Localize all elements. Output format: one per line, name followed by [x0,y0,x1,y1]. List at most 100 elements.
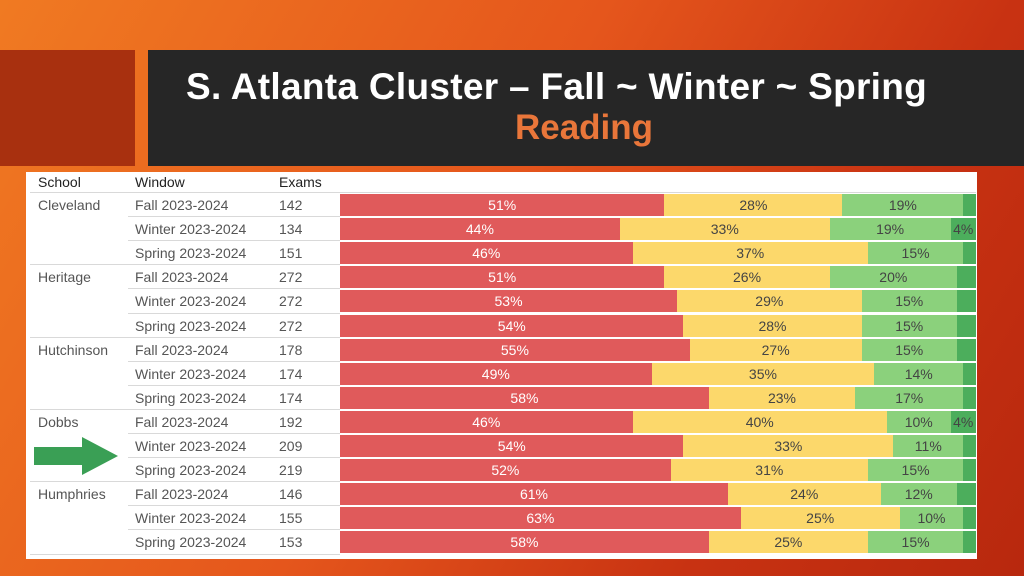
row-divider [30,336,340,338]
bar-data-label: 23% [767,389,797,406]
row-divider [128,360,340,362]
school-label: Humphries [38,486,106,503]
results-table: School Window Exams Cleveland Fall 2023-2… [26,172,977,559]
window-cell: Spring 2023-2024 [135,245,247,262]
window-cell: Winter 2023-2024 [135,510,247,527]
bar-segment-level-4: 4% [950,218,976,241]
bar-data-label: 28% [758,317,787,334]
bar-data-label: 19% [876,221,905,238]
arrow-right-icon [34,437,118,475]
bar-segment-level-1: 51% [340,194,665,217]
bar-data-label: 25% [806,510,835,527]
bar-segment-level-1: 51% [340,266,665,289]
bar-data-label: 37% [736,245,765,262]
bar-segment-level-2: 28% [683,314,862,337]
bar-data-label: 44% [465,221,494,238]
header-window: Window [135,174,185,190]
row-divider [30,481,340,483]
bar-segment-level-1: 52% [340,459,671,482]
exams-cell: 174 [279,365,303,382]
window-cell: Winter 2023-2024 [135,293,247,310]
bar-data-label: 29% [755,293,784,310]
exams-cell: 151 [279,245,303,262]
bar-segment-level-2: 37% [632,242,868,265]
header-school: School [38,174,81,190]
window-cell: Fall 2023-2024 [135,341,229,358]
exams-cell: 174 [279,389,303,406]
exams-cell: 146 [279,486,303,503]
bar-segment-level-4 [963,531,976,554]
window-cell: Spring 2023-2024 [135,317,247,334]
bar-segment-level-1: 55% [340,338,690,361]
row-divider [128,288,340,290]
bar-data-label: 10% [904,413,933,430]
row-divider [128,457,340,459]
row-divider [128,529,340,531]
bar-data-label: 28% [739,197,768,214]
bar-segment-level-4: 4% [950,410,976,433]
bar-segment-level-3: 15% [861,290,957,313]
window-cell: Fall 2023-2024 [135,197,229,213]
bar-segment-level-2: 25% [740,507,900,530]
bar-data-label: 33% [710,221,739,238]
row-divider [128,312,340,314]
bar-segment-level-1: 44% [340,218,620,241]
bar-segment-level-2: 31% [670,459,868,482]
window-cell: Winter 2023-2024 [135,438,247,454]
exams-cell: 155 [279,510,303,527]
bar-data-label: 27% [761,341,790,358]
exams-cell: 272 [279,293,303,310]
bar-segment-level-1: 49% [340,362,652,385]
school-label: Heritage [38,269,91,286]
bar-segment-level-2: 35% [651,362,875,385]
bar-segment-level-4 [956,290,976,313]
bar-segment-level-1: 46% [340,242,633,265]
bar-segment-level-2: 23% [708,386,856,409]
header-exams: Exams [279,174,322,190]
bar-data-label: 14% [904,365,933,382]
window-cell: Spring 2023-2024 [135,534,247,551]
header-divider [30,192,976,193]
bar-data-label: 4% [953,221,974,238]
bar-segment-level-3: 14% [874,362,964,385]
bar-data-label: 46% [472,245,501,262]
bar-segment-level-1: 46% [340,410,633,433]
bar-segment-level-4 [963,386,976,409]
bar-data-label: 40% [745,413,774,430]
bar-data-label: 63% [526,510,555,527]
bar-data-label: 10% [917,510,946,527]
bar-segment-level-2: 26% [664,266,830,289]
bar-segment-level-4 [956,483,976,506]
window-cell: Fall 2023-2024 [135,486,229,503]
row-divider [128,216,340,218]
bar-segment-level-4 [963,194,976,217]
bar-segment-level-4 [963,435,976,458]
bar-data-label: 19% [888,197,917,214]
bar-data-label: 54% [497,317,526,334]
row-divider [128,505,340,507]
bar-data-label: 12% [904,486,933,503]
bar-segment-level-3: 10% [886,410,951,433]
title-accent-block [0,50,135,166]
slide-subtitle: Reading [514,108,654,147]
bar-segment-level-4 [963,242,976,265]
school-label: Dobbs [38,413,79,430]
row-divider [128,384,340,386]
exams-cell: 272 [279,317,303,334]
bar-segment-level-1: 63% [340,507,741,530]
bar-data-label: 58% [510,534,539,551]
bar-segment-level-1: 58% [340,531,709,554]
bar-data-label: 15% [901,462,930,479]
bar-data-label: 25% [774,534,803,551]
bar-data-label: 49% [481,365,510,382]
window-cell: Fall 2023-2024 [135,413,229,430]
bar-segment-level-3: 12% [880,483,957,506]
exams-cell: 209 [279,438,303,454]
bar-data-label: 51% [488,269,517,286]
row-divider [128,240,340,242]
title-bar: S. Atlanta Cluster – Fall ~ Winter ~ Spr… [148,50,1024,166]
bar-segment-level-4 [963,507,976,530]
bar-segment-level-4 [963,362,976,385]
bar-data-label: 52% [491,462,520,479]
bar-segment-level-2: 25% [708,531,868,554]
